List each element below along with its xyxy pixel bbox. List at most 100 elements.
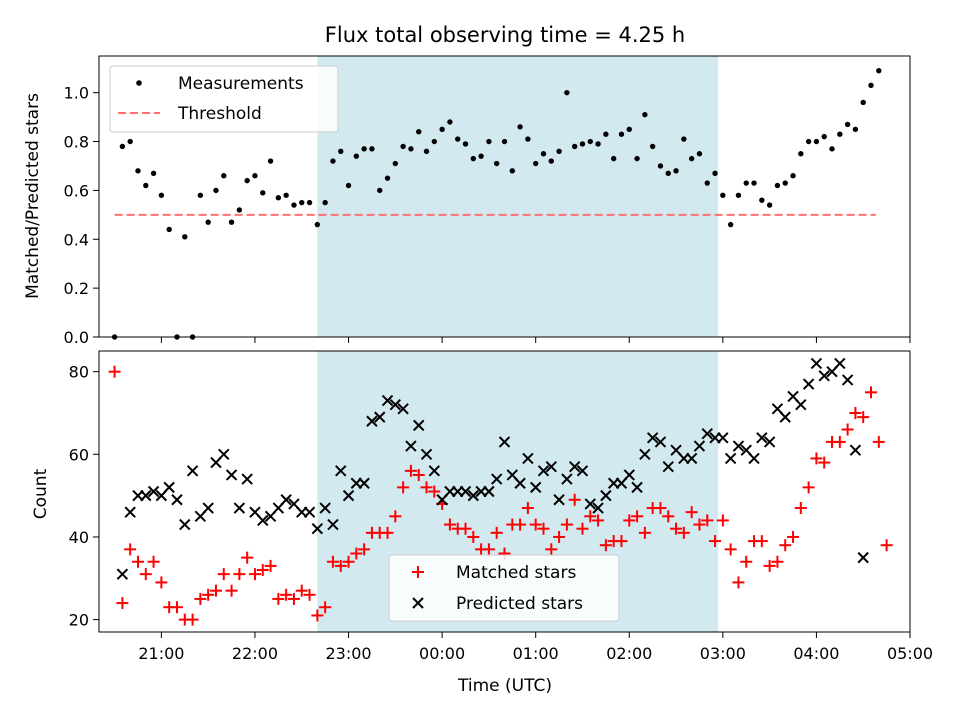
measurement-point [556,148,562,154]
legend-bottom-box [388,554,620,622]
matched-star-point [787,530,800,543]
measurement-point [821,133,827,140]
measurement-point [345,182,352,189]
predicted-star-point [631,481,643,494]
predicted-star-point [592,502,604,514]
matched-star-point [139,568,152,581]
predicted-star-point [389,399,402,411]
matched-star-point [872,435,885,448]
predicted-star-point [467,489,480,502]
predicted-star-point [147,485,160,498]
predicted-star-point [802,378,815,390]
measurement-point [392,160,399,167]
matched-star-point [818,456,831,469]
matched-star-point [662,510,675,523]
y-tick-label: 20 [69,611,89,630]
legend-predicted-marker [412,597,424,609]
predicted-star-point [327,518,339,531]
measurement-point [743,180,749,186]
matched-star-point [404,464,417,477]
y-tick-label: 0.6 [64,181,89,200]
measurement-point [462,141,469,147]
predicted-star-point [623,469,635,481]
legend-measurements-marker [136,80,142,86]
matched-star-point [443,518,456,531]
predicted-star-point [420,448,433,461]
measurement-point [447,119,453,125]
measurement-point [322,199,328,206]
measurement-point [782,180,788,186]
x-tick-label: 21:00 [138,644,184,663]
predicted-star-point [483,485,495,498]
y-tick-label: 80 [69,363,89,382]
measurement-point [158,192,165,198]
matched-star-point [256,564,269,577]
measurement-point [213,187,219,194]
matched-star-point [537,522,550,535]
matched-star-point [186,613,199,626]
measurement-point [494,160,500,167]
measurement-point [759,197,765,203]
measurement-point [774,182,781,189]
predicted-star-point [654,436,667,448]
measurement-point [564,89,570,96]
matched-star-point [560,518,573,531]
matched-star-point [217,568,230,581]
measurement-point [712,170,718,176]
measurement-point [166,226,172,233]
measurement-point [525,136,531,142]
measurement-point [696,151,703,157]
predicted-star-point [381,394,394,407]
predicted-star-point [179,518,191,531]
measurement-point [431,138,438,145]
matched-star-point [755,535,768,548]
matched-star-point [108,365,121,378]
measurement-point [798,151,804,157]
matched-star-point [225,584,238,597]
measurement-point [610,155,617,162]
measurement-point [119,143,126,150]
measurement-point [283,192,289,198]
matched-star-point [131,555,144,568]
top-plot-frame [98,55,911,338]
predicted-star-point [685,452,698,465]
legend-predicted-label: Predicted stars [456,594,583,614]
matched-star-point [779,539,792,552]
predicted-star-point [561,473,573,485]
matched-star-point [802,481,815,494]
matched-star-point [599,539,612,552]
matched-star-point [732,576,745,589]
x-tick-label: 23:00 [325,644,371,663]
predicted-star-point [522,452,534,465]
measurement-point [252,173,258,179]
matched-star-point [849,406,862,419]
predicted-star-point [600,489,612,502]
y-tick-label: 1.0 [64,84,89,103]
matched-star-point [592,514,605,527]
measurement-point [127,138,133,145]
measurement-point [353,153,360,159]
measurement-point [470,155,477,162]
matched-star-point [677,526,690,539]
measurement-point [299,199,305,206]
matched-star-point [576,522,589,535]
measurement-point [384,175,391,181]
measurement-point [579,141,586,147]
matched-star-point [865,386,878,399]
measurement-point [688,155,695,162]
predicted-star-point [584,498,596,510]
measurement-point [416,129,422,135]
measurement-point [704,180,710,186]
matched-star-point [810,452,823,465]
matched-star-point [233,568,246,581]
matched-star-point [763,559,776,572]
measurement-point [486,138,492,145]
measurement-point [813,138,820,145]
matched-star-point [170,601,183,614]
measurement-point [205,219,211,225]
measurement-point [143,182,149,189]
measurement-point [532,160,539,167]
legend-threshold-label: Threshold [177,104,262,124]
measurement-point [665,170,671,176]
measurement-point [876,67,882,74]
